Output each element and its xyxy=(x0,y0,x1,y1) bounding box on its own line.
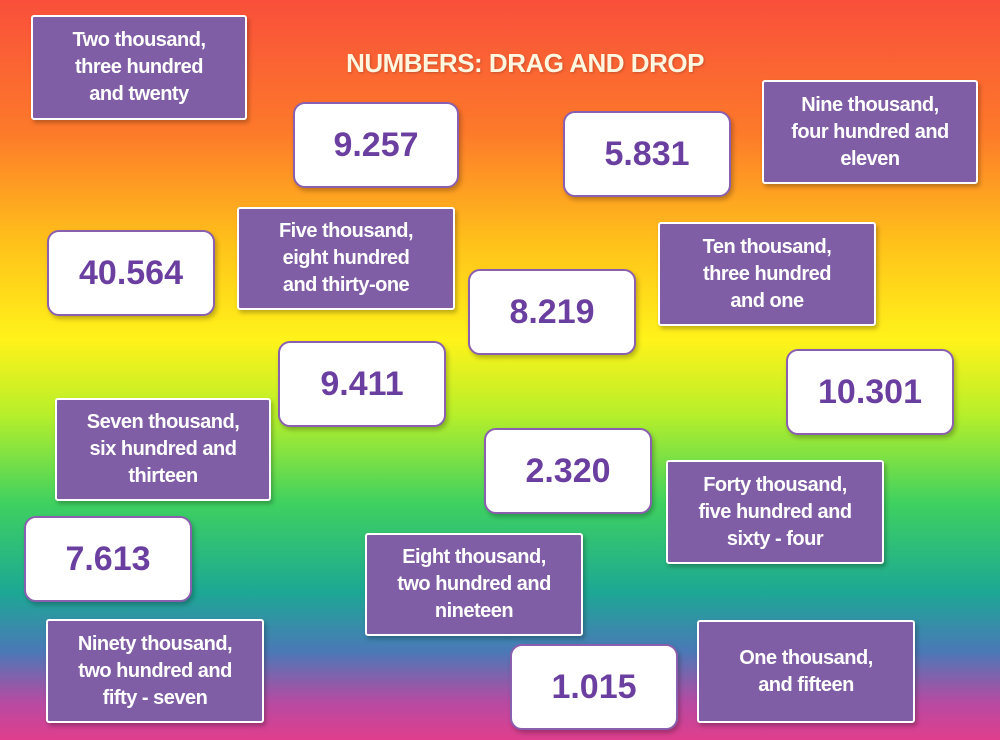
word-card[interactable]: Five thousand, eight hundred and thirty-… xyxy=(237,207,455,310)
word-card[interactable]: Forty thousand, five hundred and sixty -… xyxy=(666,460,884,564)
word-card[interactable]: Ten thousand, three hundred and one xyxy=(658,222,876,326)
page-title: NUMBERS: DRAG AND DROP xyxy=(346,48,704,78)
word-card[interactable]: Two thousand, three hundred and twenty xyxy=(31,15,247,120)
number-card[interactable]: 9.411 xyxy=(278,341,446,427)
number-card[interactable]: 10.301 xyxy=(786,349,954,435)
number-card[interactable]: 8.219 xyxy=(468,269,636,355)
number-card[interactable]: 9.257 xyxy=(293,102,459,188)
word-card[interactable]: Ninety thousand, two hundred and fifty -… xyxy=(46,619,264,723)
word-card[interactable]: Eight thousand, two hundred and nineteen xyxy=(365,533,583,636)
word-card[interactable]: Nine thousand, four hundred and eleven xyxy=(762,80,978,184)
word-card[interactable]: One thousand, and fifteen xyxy=(697,620,915,723)
number-card[interactable]: 1.015 xyxy=(510,644,678,730)
number-card[interactable]: 5.831 xyxy=(563,111,731,197)
number-card[interactable]: 40.564 xyxy=(47,230,215,316)
number-card[interactable]: 7.613 xyxy=(24,516,192,602)
word-card[interactable]: Seven thousand, six hundred and thirteen xyxy=(55,398,271,501)
number-card[interactable]: 2.320 xyxy=(484,428,652,514)
